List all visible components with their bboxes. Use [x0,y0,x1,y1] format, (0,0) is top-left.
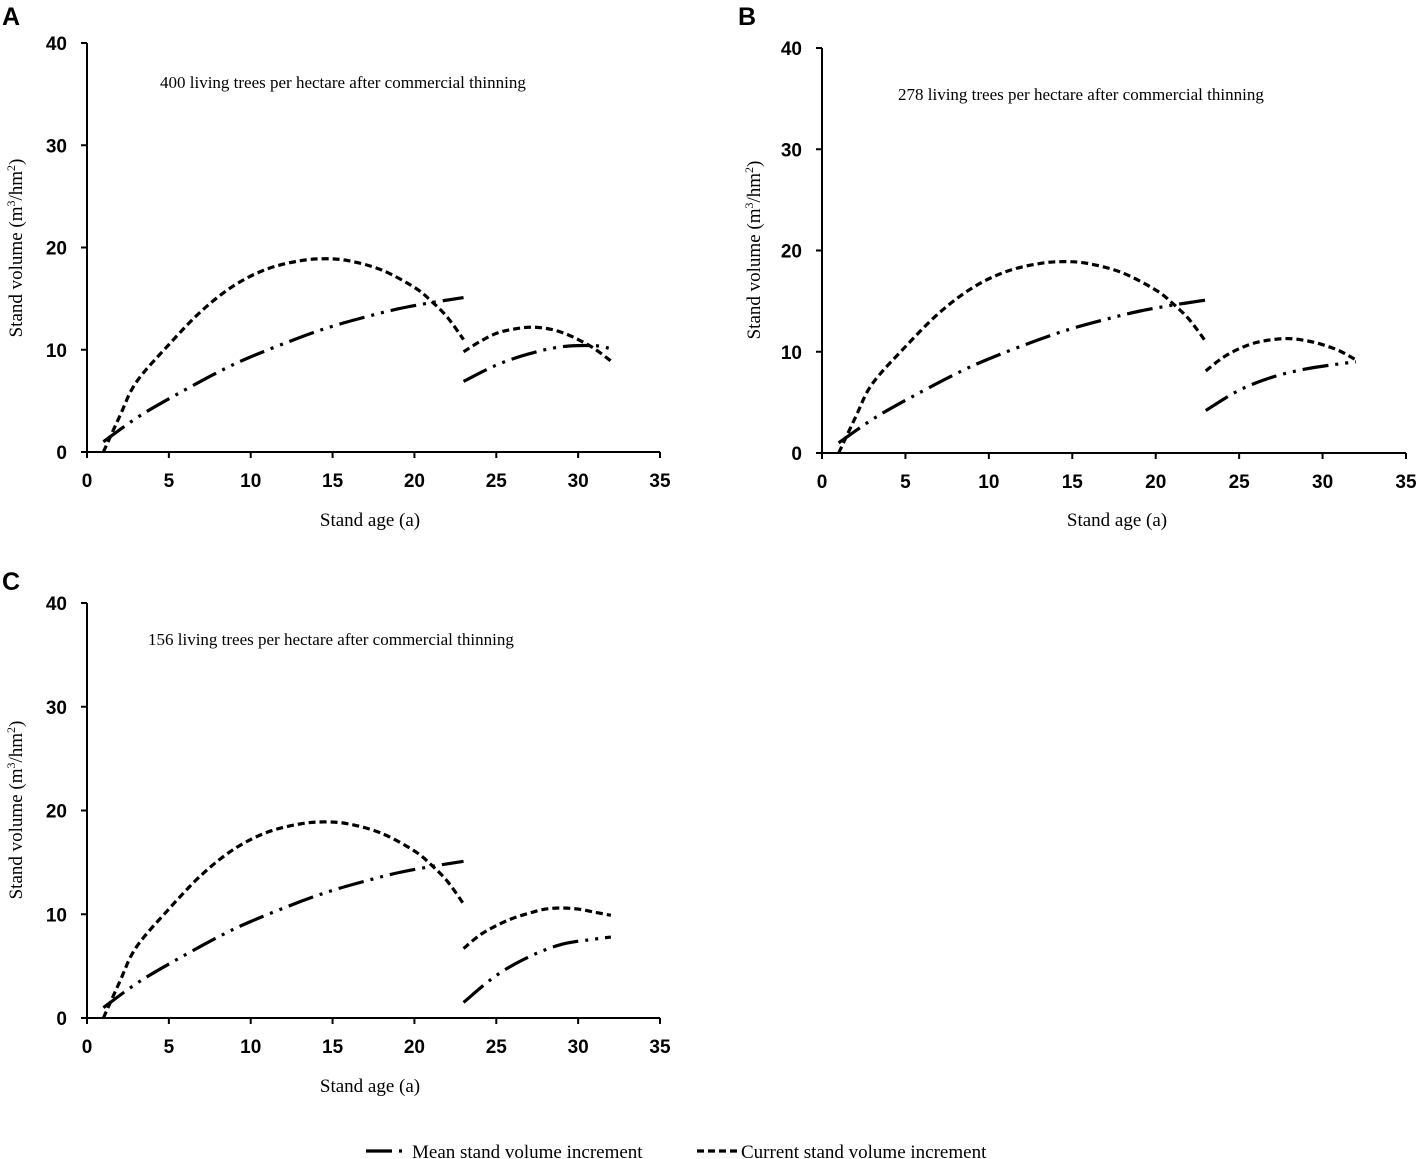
x-tick-label: 20 [404,471,425,492]
y-title-part: /hm [744,173,765,203]
y-tick-label: 0 [791,444,802,465]
x-tick-label: 20 [404,1037,425,1058]
panel-annotation: 278 living trees per hectare after comme… [898,85,1264,104]
mean-increment-line-seg2 [1204,360,1357,412]
legend-mean-label: Mean stand volume increment [412,1142,643,1159]
y-title-part: Stand volume (m [6,206,27,337]
x-axis-title: Stand age (a) [320,510,420,531]
y-tick-label: 30 [781,140,802,161]
panel-letter-c: C [2,568,20,596]
y-tick-label: 40 [46,34,67,55]
y-tick-label: 0 [56,1009,67,1030]
y-tick-label: 10 [781,343,802,364]
y-title-part: /hm [6,171,27,201]
y-title-part: ) [744,161,765,167]
y-tick-label: 10 [46,905,67,926]
panel-letter-a: A [2,3,20,31]
x-tick-label: 25 [486,471,508,492]
x-tick-label: 5 [900,472,911,493]
y-title-sup: 2 [4,727,18,733]
x-tick-label: 15 [1062,472,1084,493]
x-tick-label: 35 [1395,472,1417,493]
x-tick-label: 15 [322,471,344,492]
x-tick-label: 10 [240,1037,261,1058]
panel-c: C 0 10 20 30 40 0 5 10 15 20 25 30 35 Stand age (a) Sta… [2,568,671,1097]
x-tick-label: 35 [649,471,671,492]
y-tick-label: 10 [46,341,67,362]
x-tick-label: 0 [82,471,93,492]
panel-a: A 0 10 20 30 40 0 5 10 15 20 25 30 35 Stand age (a) Sta… [2,3,671,531]
y-tick-label: 30 [46,136,67,157]
x-tick-label: 10 [240,471,261,492]
x-tick-label: 10 [978,472,999,493]
x-tick-label: 5 [164,1037,175,1058]
y-axis-title: Stand volume (m3/hm2) [4,159,27,338]
y-tick-label: 20 [46,802,67,823]
mean-increment-line-seg1 [102,859,464,1009]
y-title-part: ) [6,721,27,727]
current-increment-line-seg2 [1204,336,1357,373]
mean-increment-line-seg1 [837,298,1207,445]
current-increment-line-seg2 [462,325,612,363]
y-tick-label: 20 [781,242,802,263]
y-title-sup: 3 [4,201,18,207]
x-tick-label: 30 [1312,472,1333,493]
x-axis-title: Stand age (a) [320,1076,420,1097]
mean-increment-line-seg2 [462,343,612,383]
x-tick-label: 35 [649,1037,671,1058]
current-increment-line-seg1 [101,257,465,453]
panel-annotation: 156 living trees per hectare after comme… [148,630,514,649]
current-increment-line-seg1 [837,260,1208,454]
y-axis-title: Stand volume (m3/hm2) [4,721,27,900]
x-tick-label: 25 [486,1037,508,1058]
panel-annotation: 400 living trees per hectare after comme… [160,73,526,92]
x-axis-title: Stand age (a) [1067,510,1167,531]
x-tick-label: 30 [568,471,589,492]
y-title-sup: 3 [4,763,18,769]
y-title-sup: 2 [742,167,756,173]
y-tick-label: 0 [56,443,67,464]
current-increment-line-seg2 [462,906,612,950]
legend: Mean stand volume increment Current stand… [366,1142,987,1159]
legend-current-label: Current stand volume increment [741,1142,987,1159]
y-title-part: ) [6,159,27,165]
y-title-sup: 2 [4,165,18,171]
y-tick-label: 30 [46,698,67,719]
panel-letter-b: B [738,3,756,31]
y-axis-title: Stand volume (m3/hm2) [742,161,765,340]
x-tick-label: 20 [1145,472,1166,493]
x-tick-label: 0 [817,472,828,493]
mean-increment-line-seg1 [102,296,464,444]
y-tick-label: 20 [46,239,67,260]
current-increment-line-seg1 [101,820,465,1019]
mean-increment-line-seg2 [462,935,612,1004]
x-tick-label: 5 [164,471,175,492]
x-tick-label: 25 [1229,472,1251,493]
panel-b: B 0 10 20 30 40 0 5 10 15 20 25 30 35 Stand age (a) Sta… [738,3,1417,531]
y-title-part: Stand volume (m [744,208,765,339]
y-title-part: Stand volume (m [6,768,27,899]
y-title-part: /hm [6,733,27,763]
y-tick-label: 40 [781,39,802,60]
x-tick-label: 30 [568,1037,589,1058]
y-tick-label: 40 [46,594,67,615]
x-tick-label: 0 [82,1037,93,1058]
y-title-sup: 3 [742,203,756,209]
x-tick-label: 15 [322,1037,344,1058]
